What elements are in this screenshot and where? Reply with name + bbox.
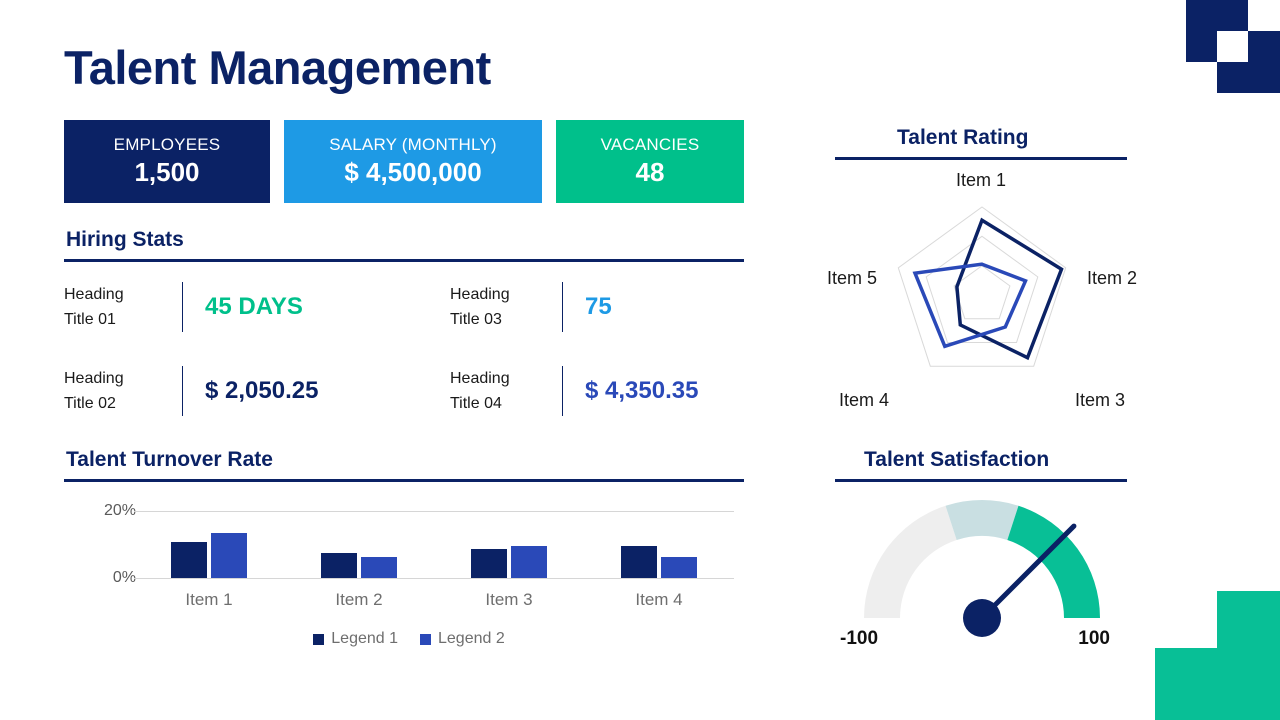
decor-square-bottom-right-2 <box>1155 648 1218 720</box>
bar <box>661 556 697 578</box>
bar-chart-axis-baseline <box>134 578 734 579</box>
stat-title-02: Heading Title 02 <box>64 366 182 416</box>
stat-title-03: Heading Title 03 <box>450 282 562 332</box>
turnover-heading: Talent Turnover Rate <box>66 448 273 471</box>
gauge-max-label: 100 <box>1078 628 1110 649</box>
stat-title-line2: Title 04 <box>450 395 502 412</box>
turnover-rule <box>64 479 744 482</box>
stat-title-01: Heading Title 01 <box>64 282 182 332</box>
gauge-min-label: -100 <box>840 628 879 649</box>
stat-value-03: 75 <box>585 293 612 320</box>
bar-group <box>434 511 584 578</box>
bar-group <box>284 511 434 578</box>
page-title: Talent Management <box>64 41 491 94</box>
decor-square-top-right-notch <box>1217 31 1248 62</box>
legend-swatch <box>420 633 431 645</box>
stat-divider <box>562 282 563 332</box>
radar-axis-label: Item 3 <box>1075 390 1126 410</box>
legend-swatch <box>313 633 325 645</box>
gauge-band <box>1007 505 1100 618</box>
bar-chart-ytick-bottom: 0% <box>112 569 136 586</box>
bar-chart-category-label: Item 2 <box>335 590 383 609</box>
bar <box>211 533 247 578</box>
stat-title-line1: Heading <box>64 370 124 387</box>
stat-title-line2: Title 01 <box>64 311 116 328</box>
kpi-value: 1,500 <box>134 157 200 187</box>
legend-label: Legend 1 <box>331 630 398 647</box>
kpi-value: $ 4,500,000 <box>344 157 482 187</box>
bar-chart-ytick-top: 20% <box>103 502 136 519</box>
bar <box>621 545 657 578</box>
gauge-band <box>864 505 957 618</box>
stat-title-line2: Title 02 <box>64 395 116 412</box>
radar-grid-ring <box>897 206 1067 367</box>
bar-chart-category-label: Item 3 <box>485 590 533 609</box>
gauge-band <box>945 500 1019 541</box>
bar-group <box>584 511 734 578</box>
radar-series-polygon <box>912 262 1028 349</box>
talent-rating-radar-chart: Item 1 Item 2 Item 3 Item 4 Item 5 <box>827 168 1137 418</box>
radar-axis-label: Item 4 <box>838 390 889 410</box>
gauge-needle <box>979 523 1077 621</box>
stat-title-line2: Title 03 <box>450 311 502 328</box>
stat-value-02: $ 2,050.25 <box>205 377 319 404</box>
rating-rule <box>835 157 1127 160</box>
bar <box>471 548 507 578</box>
stat-title-line1: Heading <box>450 370 510 387</box>
stat-value-01: 45 DAYS <box>205 293 303 320</box>
rating-heading: Talent Rating <box>897 126 1029 149</box>
kpi-label: VACANCIES <box>600 135 700 154</box>
bar <box>321 552 357 578</box>
bar-chart-legend: Legend 1 Legend 2 <box>64 630 754 648</box>
gauge-hub <box>963 599 1001 637</box>
hiring-stats-rule <box>64 259 744 262</box>
bar <box>171 542 207 578</box>
stat-title-line1: Heading <box>64 286 124 303</box>
stat-value-01-wrap: 45 DAYS <box>182 276 450 338</box>
stat-title-04: Heading Title 04 <box>450 366 562 416</box>
stat-divider <box>182 366 183 416</box>
bar-chart-legend-item: Legend 1 <box>313 630 398 648</box>
radar-axis-label: Item 1 <box>955 170 1007 190</box>
kpi-label: SALARY (MONTHLY) <box>329 135 497 154</box>
kpi-card-employees: EMPLOYEES 1,500 <box>64 120 270 203</box>
bar-chart-plot-area <box>134 511 734 578</box>
radar-axis-label: Item 5 <box>826 268 877 288</box>
turnover-bar-chart: 20% 0% Legend 1 Legend 2 Item 1 Item 2 Item… <box>64 492 754 667</box>
kpi-card-vacancies: VACANCIES 48 <box>556 120 744 203</box>
radar-axis-label: Item 2 <box>1087 268 1138 288</box>
stat-title-line1: Heading <box>450 286 510 303</box>
stat-divider <box>562 366 563 416</box>
hiring-stats-grid: Heading Title 01 45 DAYS Heading Title 0… <box>64 276 754 422</box>
talent-satisfaction-gauge: -100 100 <box>835 490 1127 670</box>
radar-series-polygon <box>955 217 1064 361</box>
bar <box>361 556 397 578</box>
satisfaction-heading: Talent Satisfaction <box>864 448 1050 471</box>
bar <box>511 545 547 578</box>
stat-divider <box>182 282 183 332</box>
decor-square-bottom-right-1 <box>1217 591 1280 720</box>
radar-svg <box>897 206 1067 367</box>
bar-chart-legend-item: Legend 2 <box>420 630 505 648</box>
bar-group <box>134 511 284 578</box>
kpi-label: EMPLOYEES <box>113 135 221 154</box>
bar-chart-gridline-top <box>134 511 734 512</box>
bar-chart-category-label: Item 4 <box>635 590 683 609</box>
kpi-value: 48 <box>635 157 665 187</box>
gauge-svg <box>864 500 1100 637</box>
legend-label: Legend 2 <box>438 630 505 647</box>
stat-value-03-wrap: 75 <box>562 276 754 338</box>
satisfaction-rule <box>835 479 1127 482</box>
stat-value-02-wrap: $ 2,050.25 <box>182 360 450 422</box>
stat-value-04-wrap: $ 4,350.35 <box>562 360 754 422</box>
bar-chart-category-label: Item 1 <box>185 590 233 609</box>
stat-value-04: $ 4,350.35 <box>585 377 699 404</box>
kpi-card-salary: SALARY (MONTHLY) $ 4,500,000 <box>284 120 542 203</box>
hiring-stats-heading: Hiring Stats <box>66 228 184 251</box>
